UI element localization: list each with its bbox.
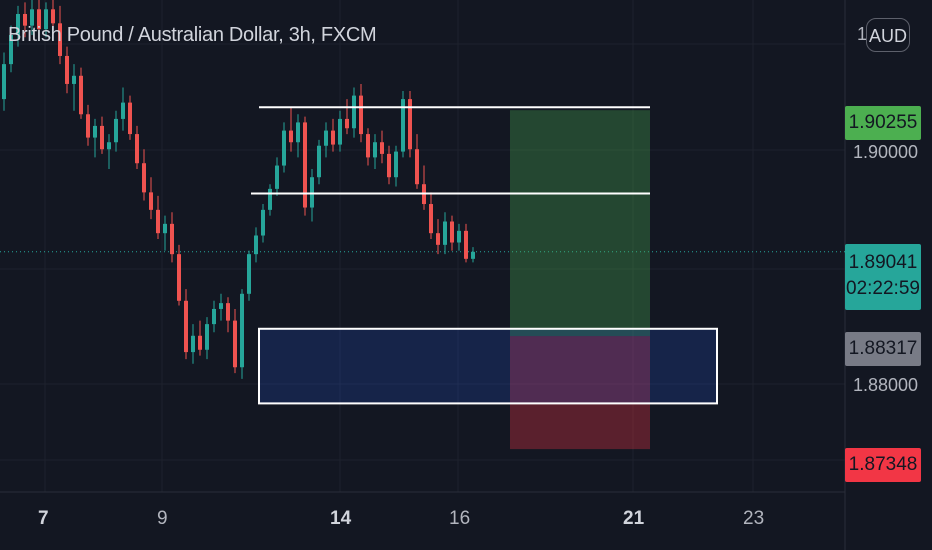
y-tick-label: 1.90000 (853, 142, 919, 162)
candle-down (177, 254, 181, 301)
candle-down (184, 300, 188, 353)
last-price-tag: 1.89041 02:22:59 (845, 244, 921, 310)
x-tick-label: 9 (157, 508, 168, 529)
candle-up (114, 118, 118, 143)
candle-down (387, 153, 391, 178)
candle-down (408, 99, 412, 150)
candle-down (436, 233, 440, 245)
candle-up (373, 142, 377, 158)
take-profit-price-tag: 1.90255 (845, 106, 921, 140)
candle-down (233, 320, 237, 368)
candle-down (65, 55, 69, 84)
candle-down (429, 204, 433, 234)
candle-up (296, 122, 300, 143)
candle-up (240, 293, 244, 368)
candle-up (30, 9, 34, 26)
x-tick-label: 23 (743, 508, 765, 529)
grid-layer (0, 0, 846, 550)
candle-down (345, 118, 349, 129)
chart-title: British Pound / Australian Dollar, 3h, F… (8, 24, 377, 46)
candle-up (72, 75, 76, 84)
partial-price-glyph: 1 (857, 24, 868, 44)
candle-up (44, 9, 48, 30)
demand-zone-rectangle (258, 327, 718, 405)
candle-down (464, 230, 468, 259)
x-tick-label: 7 (38, 508, 49, 529)
candle-up (275, 165, 279, 189)
candle-down (51, 9, 55, 24)
candle-up (191, 335, 195, 353)
x-tick-label: 14 (330, 508, 352, 529)
candle-down (226, 303, 230, 321)
candle-down (79, 75, 83, 115)
candle-up (93, 125, 97, 138)
candle-down (289, 130, 293, 143)
candle-up (212, 308, 216, 325)
candle-up (268, 188, 272, 210)
candle-up (317, 145, 321, 178)
candle-up (2, 64, 6, 100)
candle-down (198, 335, 202, 350)
candle-down (359, 95, 363, 135)
candle-up (121, 102, 125, 119)
candle-up (457, 230, 461, 243)
candle-up (338, 118, 342, 145)
stop-zone (510, 336, 650, 450)
candle-up (107, 142, 111, 150)
candle-down (415, 149, 419, 185)
candle-down (23, 13, 27, 26)
candle-up (247, 254, 251, 294)
candle-up (205, 324, 209, 350)
candle-down (450, 221, 454, 243)
candle-down (380, 142, 384, 154)
candle-down (100, 125, 104, 150)
candle-up (282, 130, 286, 166)
candle-down (86, 114, 90, 138)
candle-up (261, 209, 265, 236)
last-price-value: 1.89041 (848, 252, 918, 273)
y-tick-label: 1.88000 (853, 375, 919, 395)
candle-up (254, 235, 258, 255)
target-zone (510, 110, 650, 337)
drawing-layer (251, 106, 718, 450)
candle-down (156, 209, 160, 234)
candle-up (324, 130, 328, 146)
candle-layer (2, 0, 475, 379)
candle-up (394, 151, 398, 178)
candle-up (310, 177, 314, 208)
bar-countdown: 02:22:59 (846, 278, 920, 299)
x-tick-label: 16 (449, 508, 471, 529)
candle-up (352, 95, 356, 129)
candle-down (37, 9, 41, 30)
entry-price-tag: 1.88317 (845, 332, 921, 366)
stop-loss-price-tag: 1.87348 (845, 448, 921, 482)
candle-down (303, 122, 307, 208)
candle-down (128, 102, 132, 135)
candle-down (366, 134, 370, 158)
candle-down (149, 192, 153, 210)
candle-up (219, 303, 223, 309)
candle-up (443, 221, 447, 245)
candle-up (401, 99, 405, 152)
candle-down (331, 130, 335, 145)
candle-up (471, 251, 475, 259)
x-tick-label: 21 (623, 508, 645, 529)
currency-button[interactable]: AUD (866, 18, 910, 52)
candle-down (135, 134, 139, 164)
candle-up (16, 13, 20, 35)
candle-down (170, 223, 174, 255)
candle-up (163, 223, 167, 234)
candle-down (142, 163, 146, 193)
candle-up (9, 34, 13, 65)
candle-down (58, 23, 62, 56)
